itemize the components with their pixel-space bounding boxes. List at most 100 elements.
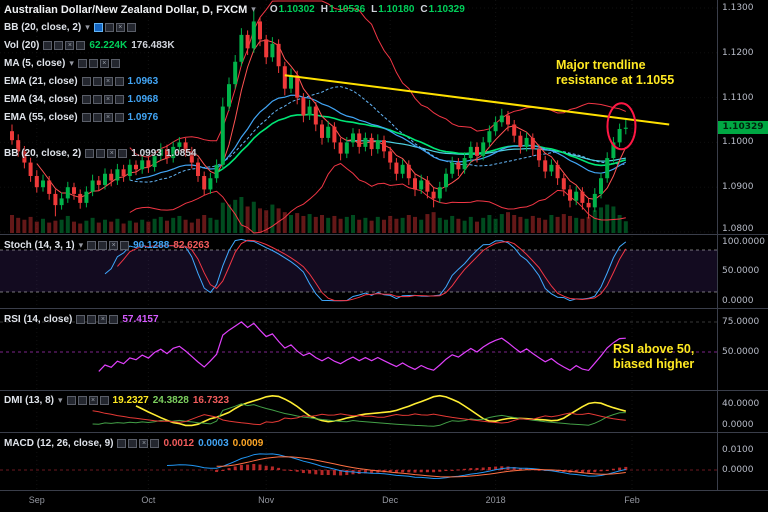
menu-icon[interactable] [99,395,109,405]
indicator-row-macd[interactable]: MACD (12, 26, close, 9) × 0.0012 0.0003 … [4,436,263,450]
menu-icon[interactable] [76,40,86,50]
indicator-buttons: × [76,314,119,324]
annotation-line: RSI above 50, [613,342,695,356]
indicator-buttons: × [66,395,109,405]
time-axis[interactable]: Sep Oct Nov Dec 2018 Feb [0,490,768,512]
settings-icon[interactable] [88,58,98,68]
time-axis-label: Oct [141,495,156,505]
axis-tick: 50.0000 [722,266,760,276]
eye-icon[interactable] [85,148,95,158]
eye-icon[interactable] [81,94,91,104]
annotation-line: Major trendline [556,58,646,72]
close-icon[interactable]: × [98,314,108,324]
indicator-row-vol[interactable]: Vol (20) × 62.224K 176.483K [4,38,175,52]
symbol-title[interactable]: Australian Dollar/New Zealand Dollar, D,… [4,3,248,16]
time-axis-label: Sep [28,495,45,505]
indicator-value: 0.0012 [163,437,195,449]
menu-icon[interactable] [114,76,124,86]
close-icon[interactable]: × [88,395,98,405]
indicator-row-bb2[interactable]: BB (20, close, 2) × 1.0993 1.0854 [4,146,196,160]
high-label: H [320,4,328,15]
indicator-label: MA (5, close) [4,57,66,69]
eye-icon[interactable] [66,395,76,405]
indicator-row-ema55[interactable]: EMA (55, close) × 1.0976 [4,110,158,124]
axis-tick: 75.0000 [722,317,760,327]
eye-icon[interactable] [93,22,103,32]
close-icon[interactable]: × [115,22,125,32]
menu-icon[interactable] [110,58,120,68]
caret-down-icon[interactable]: ▾ [69,57,74,68]
close-icon[interactable]: × [103,94,113,104]
eye-icon[interactable] [117,438,127,448]
indicator-row-ma[interactable]: MA (5, close) ▾ × [4,56,120,70]
menu-icon[interactable] [118,148,128,158]
settings-icon[interactable] [96,148,106,158]
close-label: C [420,4,428,15]
indicator-value: 19.2327 [112,394,149,406]
settings-icon[interactable] [92,94,102,104]
settings-icon[interactable] [77,395,87,405]
symbol-caret-icon[interactable]: ▾ [251,4,256,14]
eye-icon[interactable] [43,40,53,50]
price-axis[interactable]: 1.1300 1.1200 1.1100 1.1000 1.0900 1.0800 100.… [718,0,768,490]
indicator-label: Vol (20) [4,39,40,51]
axis-tick: 0.0000 [722,420,754,430]
settings-icon[interactable] [104,22,114,32]
axis-tick: 50.0000 [722,347,760,357]
close-icon[interactable]: × [65,40,75,50]
indicator-label: Stoch (14, 3, 1) [4,239,75,251]
axis-tick: 100.0000 [722,237,765,247]
indicator-label: DMI (13, 8) [4,394,55,406]
close-icon[interactable]: × [99,58,109,68]
menu-icon[interactable] [120,240,130,250]
high-value: 1.10536 [328,4,366,15]
indicator-row-bb[interactable]: BB (20, close, 2) ▾ × [4,20,136,34]
settings-icon[interactable] [92,76,102,86]
indicator-row-ema34[interactable]: EMA (34, close) × 1.0968 [4,92,158,106]
indicator-value: 0.0003 [198,437,229,449]
menu-icon[interactable] [114,112,124,122]
eye-icon[interactable] [76,314,86,324]
close-icon[interactable]: × [103,76,113,86]
menu-icon[interactable] [150,438,160,448]
caret-down-icon[interactable]: ▾ [78,239,84,250]
close-icon[interactable]: × [109,240,119,250]
indicator-row-ema21[interactable]: EMA (21, close) × 1.0963 [4,74,158,88]
indicator-buttons: × [81,76,124,86]
close-value: 1.10329 [428,4,465,15]
indicator-value: 0.0009 [232,437,264,449]
indicator-row-rsi[interactable]: RSI (14, close) × 57.4157 [4,312,159,326]
close-icon[interactable]: × [103,112,113,122]
eye-icon[interactable] [77,58,87,68]
indicator-value: 90.1288 [133,239,170,251]
close-icon[interactable]: × [139,438,149,448]
indicator-row-dmi[interactable]: DMI (13, 8) ▾ × 19.2327 24.3828 16.7323 [4,393,229,407]
indicator-buttons: × [81,112,124,122]
indicator-buttons: × [93,22,136,32]
chart-header: Australian Dollar/New Zealand Dollar, D,… [4,2,465,17]
settings-icon[interactable] [98,240,108,250]
annotation-rsi-note: RSI above 50, biased higher [613,342,694,372]
menu-icon[interactable] [126,22,136,32]
indicator-label: BB (20, close, 2) [4,147,82,159]
eye-icon[interactable] [87,240,97,250]
ohlc-readout: O 1.10302 H 1.10536 L 1.10180 C 1.10329 [270,4,465,15]
axis-tick: 0.0100 [722,445,754,455]
caret-down-icon[interactable]: ▾ [58,394,63,405]
settings-icon[interactable] [54,40,64,50]
menu-icon[interactable] [109,314,119,324]
indicator-row-stoch[interactable]: Stoch (14, 3, 1) ▾ × 90.1288 82.6263 [4,238,209,252]
menu-icon[interactable] [114,94,124,104]
settings-icon[interactable] [128,438,138,448]
axis-tick: 1.1000 [722,137,754,148]
caret-down-icon[interactable]: ▾ [85,21,90,32]
indicator-buttons: × [117,438,160,448]
indicator-value: 24.3828 [152,394,189,406]
settings-icon[interactable] [87,314,97,324]
settings-icon[interactable] [92,112,102,122]
indicator-buttons: × [81,94,124,104]
eye-icon[interactable] [81,112,91,122]
close-icon[interactable]: × [107,148,117,158]
eye-icon[interactable] [81,76,91,86]
